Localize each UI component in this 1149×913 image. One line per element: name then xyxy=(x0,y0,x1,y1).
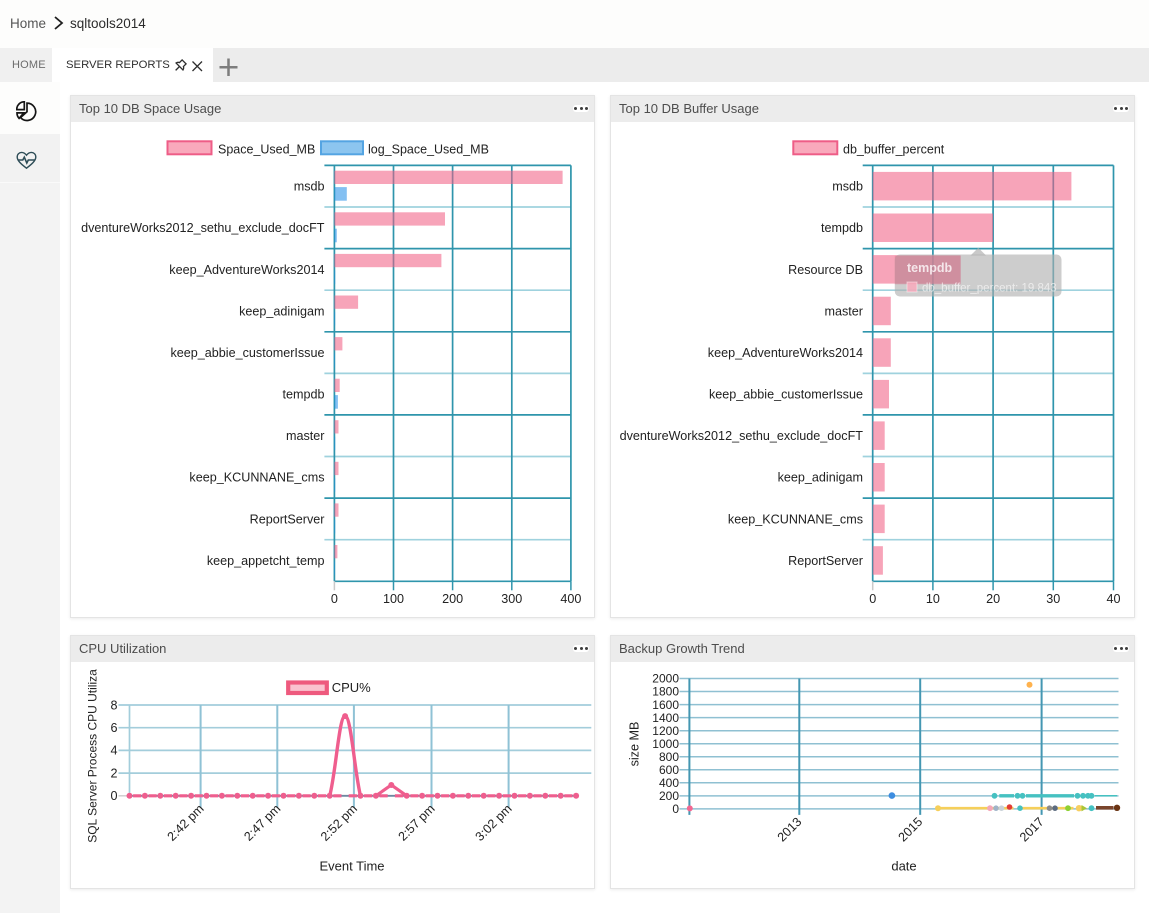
svg-text:2015: 2015 xyxy=(896,815,926,845)
svg-text:40: 40 xyxy=(1106,592,1120,606)
svg-text:100: 100 xyxy=(383,592,404,606)
svg-text:size MB: size MB xyxy=(628,722,642,767)
svg-text:1600: 1600 xyxy=(652,698,679,712)
svg-text:keep_AdventureWorks2014: keep_AdventureWorks2014 xyxy=(169,263,324,277)
svg-text:400: 400 xyxy=(560,592,581,606)
svg-text:1000: 1000 xyxy=(652,737,679,751)
svg-text:2017: 2017 xyxy=(1017,815,1047,845)
svg-text:db_buffer_percent: 19.843: db_buffer_percent: 19.843 xyxy=(922,282,1057,294)
svg-text:2:47 pm: 2:47 pm xyxy=(241,802,283,844)
svg-text:Space_Used_MB: Space_Used_MB xyxy=(218,143,315,157)
svg-text:2:52 pm: 2:52 pm xyxy=(318,802,360,844)
svg-text:2013: 2013 xyxy=(775,815,805,845)
svg-text:log_Space_Used_MB: log_Space_Used_MB xyxy=(368,143,489,157)
svg-text:0: 0 xyxy=(672,802,679,816)
svg-text:keep_adinigam: keep_adinigam xyxy=(778,471,863,485)
svg-text:tempdb: tempdb xyxy=(282,388,324,402)
svg-text:keep_abbie_customerIssue: keep_abbie_customerIssue xyxy=(170,346,324,360)
svg-text:10: 10 xyxy=(926,592,940,606)
svg-text:800: 800 xyxy=(659,750,679,764)
svg-text:keep_adinigam: keep_adinigam xyxy=(239,304,324,318)
svg-text:0: 0 xyxy=(110,789,117,803)
svg-text:master: master xyxy=(286,429,325,443)
svg-text:keep_abbie_customerIssue: keep_abbie_customerIssue xyxy=(709,388,863,402)
svg-text:200: 200 xyxy=(659,789,679,803)
svg-text:8: 8 xyxy=(110,698,117,712)
svg-text:2:42 pm: 2:42 pm xyxy=(165,802,207,844)
svg-text:2000: 2000 xyxy=(652,672,679,686)
svg-text:400: 400 xyxy=(659,776,679,790)
svg-text:2: 2 xyxy=(110,766,117,780)
svg-text:ReportServer: ReportServer xyxy=(788,554,863,568)
svg-text:tempdb: tempdb xyxy=(821,221,863,235)
svg-text:msdb: msdb xyxy=(832,180,863,194)
svg-text:master: master xyxy=(825,304,864,318)
svg-text:20: 20 xyxy=(986,592,1000,606)
svg-text:600: 600 xyxy=(659,763,679,777)
svg-text:dventureWorks2012_sethu_exclud: dventureWorks2012_sethu_exclude_docFT xyxy=(81,221,325,235)
svg-text:30: 30 xyxy=(1046,592,1060,606)
svg-text:SQL Server Process CPU Utiliza: SQL Server Process CPU Utiliza xyxy=(85,669,99,843)
svg-text:date: date xyxy=(891,859,916,874)
svg-text:200: 200 xyxy=(442,592,463,606)
svg-text:ReportServer: ReportServer xyxy=(250,512,325,526)
svg-text:6: 6 xyxy=(110,721,117,735)
svg-text:0: 0 xyxy=(869,592,876,606)
svg-text:1800: 1800 xyxy=(652,685,679,699)
svg-text:keep_KCUNNANE_cms: keep_KCUNNANE_cms xyxy=(728,512,863,526)
svg-text:tempdb: tempdb xyxy=(907,261,953,275)
svg-text:1400: 1400 xyxy=(652,711,679,725)
svg-text:3:02 pm: 3:02 pm xyxy=(473,802,515,844)
svg-text:300: 300 xyxy=(501,592,522,606)
svg-text:4: 4 xyxy=(110,744,117,758)
svg-text:keep_appetcht_temp: keep_appetcht_temp xyxy=(207,554,325,568)
svg-text:dventureWorks2012_sethu_exclud: dventureWorks2012_sethu_exclude_docFT xyxy=(620,429,864,443)
svg-text:keep_KCUNNANE_cms: keep_KCUNNANE_cms xyxy=(189,471,324,485)
svg-text:msdb: msdb xyxy=(294,180,325,194)
svg-text:1200: 1200 xyxy=(652,724,679,738)
svg-text:2:57 pm: 2:57 pm xyxy=(396,802,438,844)
svg-text:Resource DB: Resource DB xyxy=(788,263,863,277)
svg-text:keep_AdventureWorks2014: keep_AdventureWorks2014 xyxy=(708,346,863,360)
svg-text:CPU%: CPU% xyxy=(332,680,371,695)
svg-text:0: 0 xyxy=(331,592,338,606)
svg-text:Event Time: Event Time xyxy=(319,859,384,874)
svg-text:db_buffer_percent: db_buffer_percent xyxy=(843,143,945,157)
